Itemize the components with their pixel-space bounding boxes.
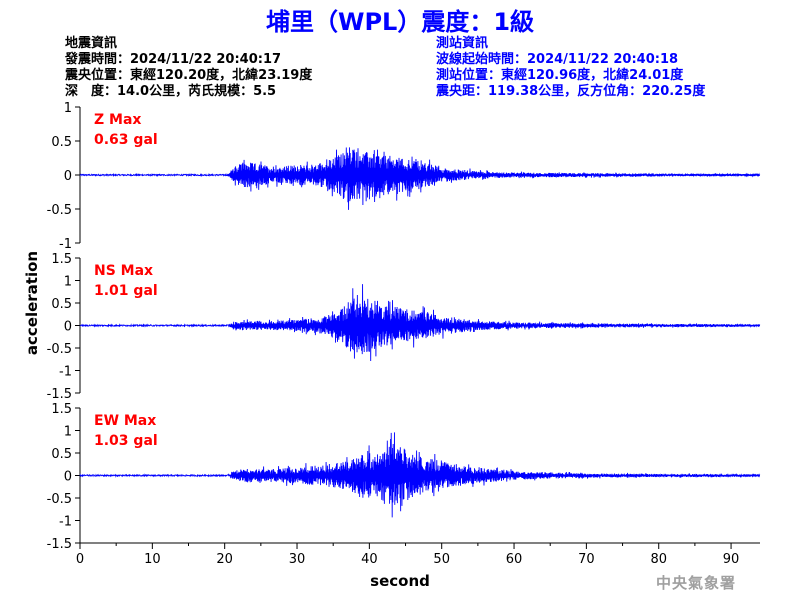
- waveform-trace-z: [79, 147, 761, 210]
- agency-watermark: 中央氣象署: [656, 574, 737, 592]
- x-tick-label: 40: [361, 552, 378, 567]
- station-location: 測站位置：東經120.96度，北緯24.01度: [436, 68, 684, 83]
- y-axis-label: acceleration: [23, 251, 41, 355]
- x-tick-label: 10: [144, 552, 161, 567]
- y-tick-label: -1.5: [47, 537, 72, 552]
- y-tick-label: 1.5: [51, 402, 72, 417]
- x-tick-label: 60: [506, 552, 523, 567]
- y-tick-label: 1: [64, 425, 72, 440]
- waveform-trace-ew: [79, 432, 761, 518]
- y-tick-label: -0.5: [47, 342, 72, 357]
- max-label-z: Z Max: [94, 112, 141, 128]
- max-value-z: 0.63 gal: [94, 132, 158, 148]
- x-tick-label: 50: [433, 552, 450, 567]
- x-tick-label: 20: [216, 552, 233, 567]
- station-info-heading: 測站資訊: [436, 36, 489, 51]
- y-tick-label: 1.5: [51, 252, 72, 267]
- earthquake-info-heading: 地震資訊: [65, 36, 118, 51]
- y-tick-label: 0: [64, 470, 72, 485]
- y-tick-label: 0: [64, 169, 72, 184]
- max-label-ns: NS Max: [94, 263, 153, 279]
- y-tick-label: -1.5: [47, 387, 72, 402]
- x-tick-label: 80: [650, 552, 667, 567]
- y-tick-label: 0.5: [51, 135, 72, 150]
- station-info: 測站資訊 波線起始時間：2024/11/22 20:40:18 測站位置：東經1…: [436, 36, 705, 100]
- y-tick-label: 0.5: [51, 447, 72, 462]
- max-value-ew: 1.03 gal: [94, 433, 158, 449]
- y-tick-label: 1: [64, 275, 72, 290]
- y-tick-label: 0.5: [51, 297, 72, 312]
- x-tick-label: 70: [578, 552, 595, 567]
- x-tick-label: 90: [723, 552, 740, 567]
- y-tick-label: -1: [59, 515, 72, 530]
- max-value-ns: 1.01 gal: [94, 283, 158, 299]
- y-tick-label: -1: [59, 237, 72, 252]
- y-tick-label: -0.5: [47, 203, 72, 218]
- x-tick-label: 0: [76, 552, 84, 567]
- waveform-trace-ns: [79, 284, 761, 362]
- max-label-ew: EW Max: [94, 413, 156, 429]
- x-axis-label: second: [370, 572, 430, 590]
- y-tick-label: -1: [59, 365, 72, 380]
- epicentral-distance: 震央距：119.38公里，反方位角：220.25度: [436, 84, 706, 99]
- wave-onset-time: 波線起始時間：2024/11/22 20:40:18: [436, 52, 679, 67]
- earthquake-info: 地震資訊 發震時間：2024/11/22 20:40:17 震央位置：東經120…: [65, 36, 312, 100]
- y-tick-label: 0: [64, 320, 72, 335]
- chart-title: 埔里（WPL）震度：1級: [265, 8, 535, 36]
- y-tick-label: -0.5: [47, 492, 72, 507]
- y-tick-label: 1: [64, 101, 72, 116]
- origin-time: 發震時間：2024/11/22 20:40:17: [65, 52, 282, 67]
- epicenter-location: 震央位置：東經120.20度，北緯23.19度: [65, 68, 313, 83]
- depth-magnitude: 深 度：14.0公里，芮氏規模：5.5: [65, 84, 277, 99]
- x-tick-label: 30: [289, 552, 306, 567]
